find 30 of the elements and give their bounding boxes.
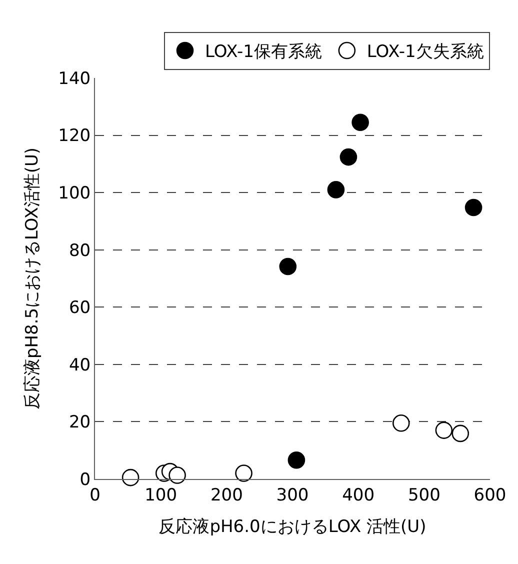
point [327,181,345,198]
point [279,258,297,276]
y-tick-label: 0 [80,470,91,490]
point [235,464,252,482]
y-tick-label: 60 [68,298,91,318]
x-tick-label: 600 [474,485,506,506]
point [464,198,482,216]
point [168,466,186,484]
legend-label: LOX-1欠失系統 [366,42,484,62]
y-tick-label: 80 [68,240,91,261]
point [352,114,369,132]
x-tick-label: 200 [210,485,243,506]
x-tick-label: 100 [144,485,178,506]
point [392,414,410,432]
y-axis-title: 反応液pH8.5におけるLOX活性(U) [22,147,43,410]
y-tick-label: 40 [68,355,91,376]
x-tick-label: 300 [276,485,309,506]
x-tick-label: 500 [408,485,440,506]
y-tick-label: 120 [58,126,91,146]
legend-label: LOX-1保有系統 [205,42,322,62]
point [122,468,140,486]
y-tick-label: 140 [58,68,91,89]
x-tick-label: 400 [342,485,375,506]
point [435,422,453,439]
point [288,451,306,469]
point [452,424,470,442]
y-tick-label: 100 [58,184,91,204]
x-axis-title: 反応液pH6.0におけるLOX 活性(U) [158,516,426,537]
y-tick-label: 20 [68,412,91,433]
point [340,148,358,166]
